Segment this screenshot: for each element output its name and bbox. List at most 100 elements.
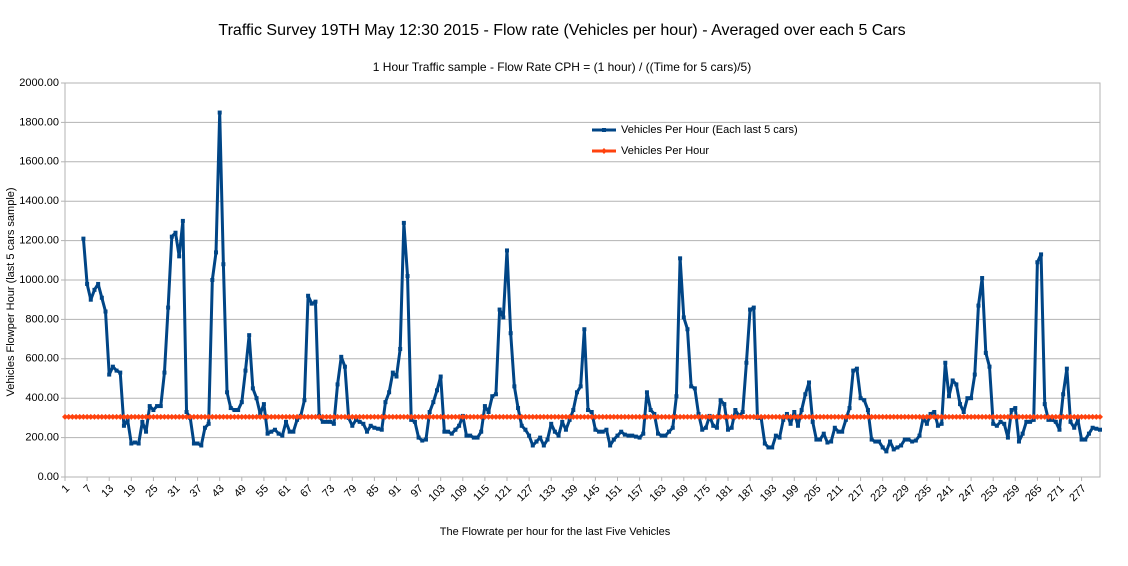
marker	[538, 435, 543, 440]
marker	[824, 413, 831, 420]
marker	[120, 413, 127, 420]
marker	[740, 409, 745, 414]
marker	[305, 413, 312, 420]
marker	[372, 425, 377, 430]
marker	[500, 413, 507, 420]
marker	[626, 433, 631, 438]
marker	[114, 368, 119, 373]
marker	[909, 413, 916, 420]
marker	[231, 413, 238, 420]
marker	[949, 413, 956, 420]
marker	[387, 390, 392, 395]
marker	[574, 390, 579, 395]
y-tick-label: 0.00	[38, 471, 59, 483]
marker	[677, 413, 684, 420]
marker	[950, 378, 955, 383]
marker	[604, 427, 609, 432]
x-tick-label: 73	[320, 483, 337, 500]
marker	[479, 429, 484, 434]
legend-label: Vehicles Per Hour (Each last 5 cars)	[621, 124, 798, 136]
marker	[202, 425, 207, 430]
marker	[669, 413, 676, 420]
marker	[140, 419, 145, 424]
marker	[118, 370, 123, 375]
marker	[201, 413, 208, 420]
marker	[442, 429, 447, 434]
marker	[522, 413, 529, 420]
marker	[571, 408, 576, 413]
marker	[840, 429, 845, 434]
marker	[420, 438, 425, 443]
marker	[107, 372, 112, 377]
marker	[290, 413, 297, 420]
marker	[880, 445, 885, 450]
x-tick-label: 253	[979, 483, 1000, 504]
marker	[958, 402, 963, 407]
marker	[534, 439, 539, 444]
x-tick-label: 223	[868, 483, 889, 504]
marker	[1027, 413, 1034, 420]
marker	[750, 413, 757, 420]
marker	[577, 413, 584, 420]
marker	[280, 433, 285, 438]
marker	[478, 413, 485, 420]
marker	[515, 413, 522, 420]
marker	[666, 413, 673, 420]
x-tick-label: 115	[471, 483, 492, 504]
marker	[934, 413, 941, 420]
marker	[179, 413, 186, 420]
marker	[1034, 413, 1041, 420]
marker	[1093, 413, 1100, 420]
marker	[887, 413, 894, 420]
marker	[98, 413, 105, 420]
marker	[803, 392, 808, 397]
x-tick-label: 139	[559, 483, 580, 504]
marker	[655, 413, 662, 420]
marker	[614, 413, 621, 420]
marker	[468, 433, 473, 438]
marker	[352, 413, 359, 420]
marker	[1063, 413, 1070, 420]
marker	[154, 413, 161, 420]
chart-title: Traffic Survey 19TH May 12:30 2015 - Flo…	[218, 22, 905, 39]
marker	[777, 435, 782, 440]
marker	[912, 413, 919, 420]
marker	[662, 413, 669, 420]
marker	[699, 413, 706, 420]
marker	[961, 409, 966, 414]
marker	[1035, 260, 1040, 265]
marker	[150, 413, 157, 420]
marker	[1015, 413, 1022, 420]
marker	[504, 248, 509, 253]
marker	[225, 390, 230, 395]
marker	[829, 439, 834, 444]
marker	[1009, 408, 1014, 413]
marker	[144, 429, 149, 434]
marker	[80, 413, 87, 420]
y-tick-label: 1400.00	[19, 195, 59, 207]
marker	[297, 413, 304, 420]
marker	[486, 409, 491, 414]
marker	[828, 413, 835, 420]
marker	[99, 295, 104, 300]
marker	[1085, 413, 1092, 420]
marker	[242, 413, 249, 420]
marker	[1019, 413, 1026, 420]
marker	[187, 413, 194, 420]
x-tick-label: 187	[736, 483, 757, 504]
marker	[379, 427, 384, 432]
marker	[861, 413, 868, 420]
marker	[430, 413, 437, 420]
marker	[423, 437, 428, 442]
marker	[806, 413, 813, 420]
marker	[987, 364, 992, 369]
x-tick-label: 85	[364, 483, 381, 500]
marker	[463, 413, 470, 420]
marker	[345, 413, 352, 420]
marker	[799, 408, 804, 413]
legend-label: Vehicles Per Hour	[621, 145, 709, 157]
marker	[496, 413, 503, 420]
marker	[87, 413, 94, 420]
marker	[1094, 426, 1099, 431]
marker	[227, 413, 234, 420]
